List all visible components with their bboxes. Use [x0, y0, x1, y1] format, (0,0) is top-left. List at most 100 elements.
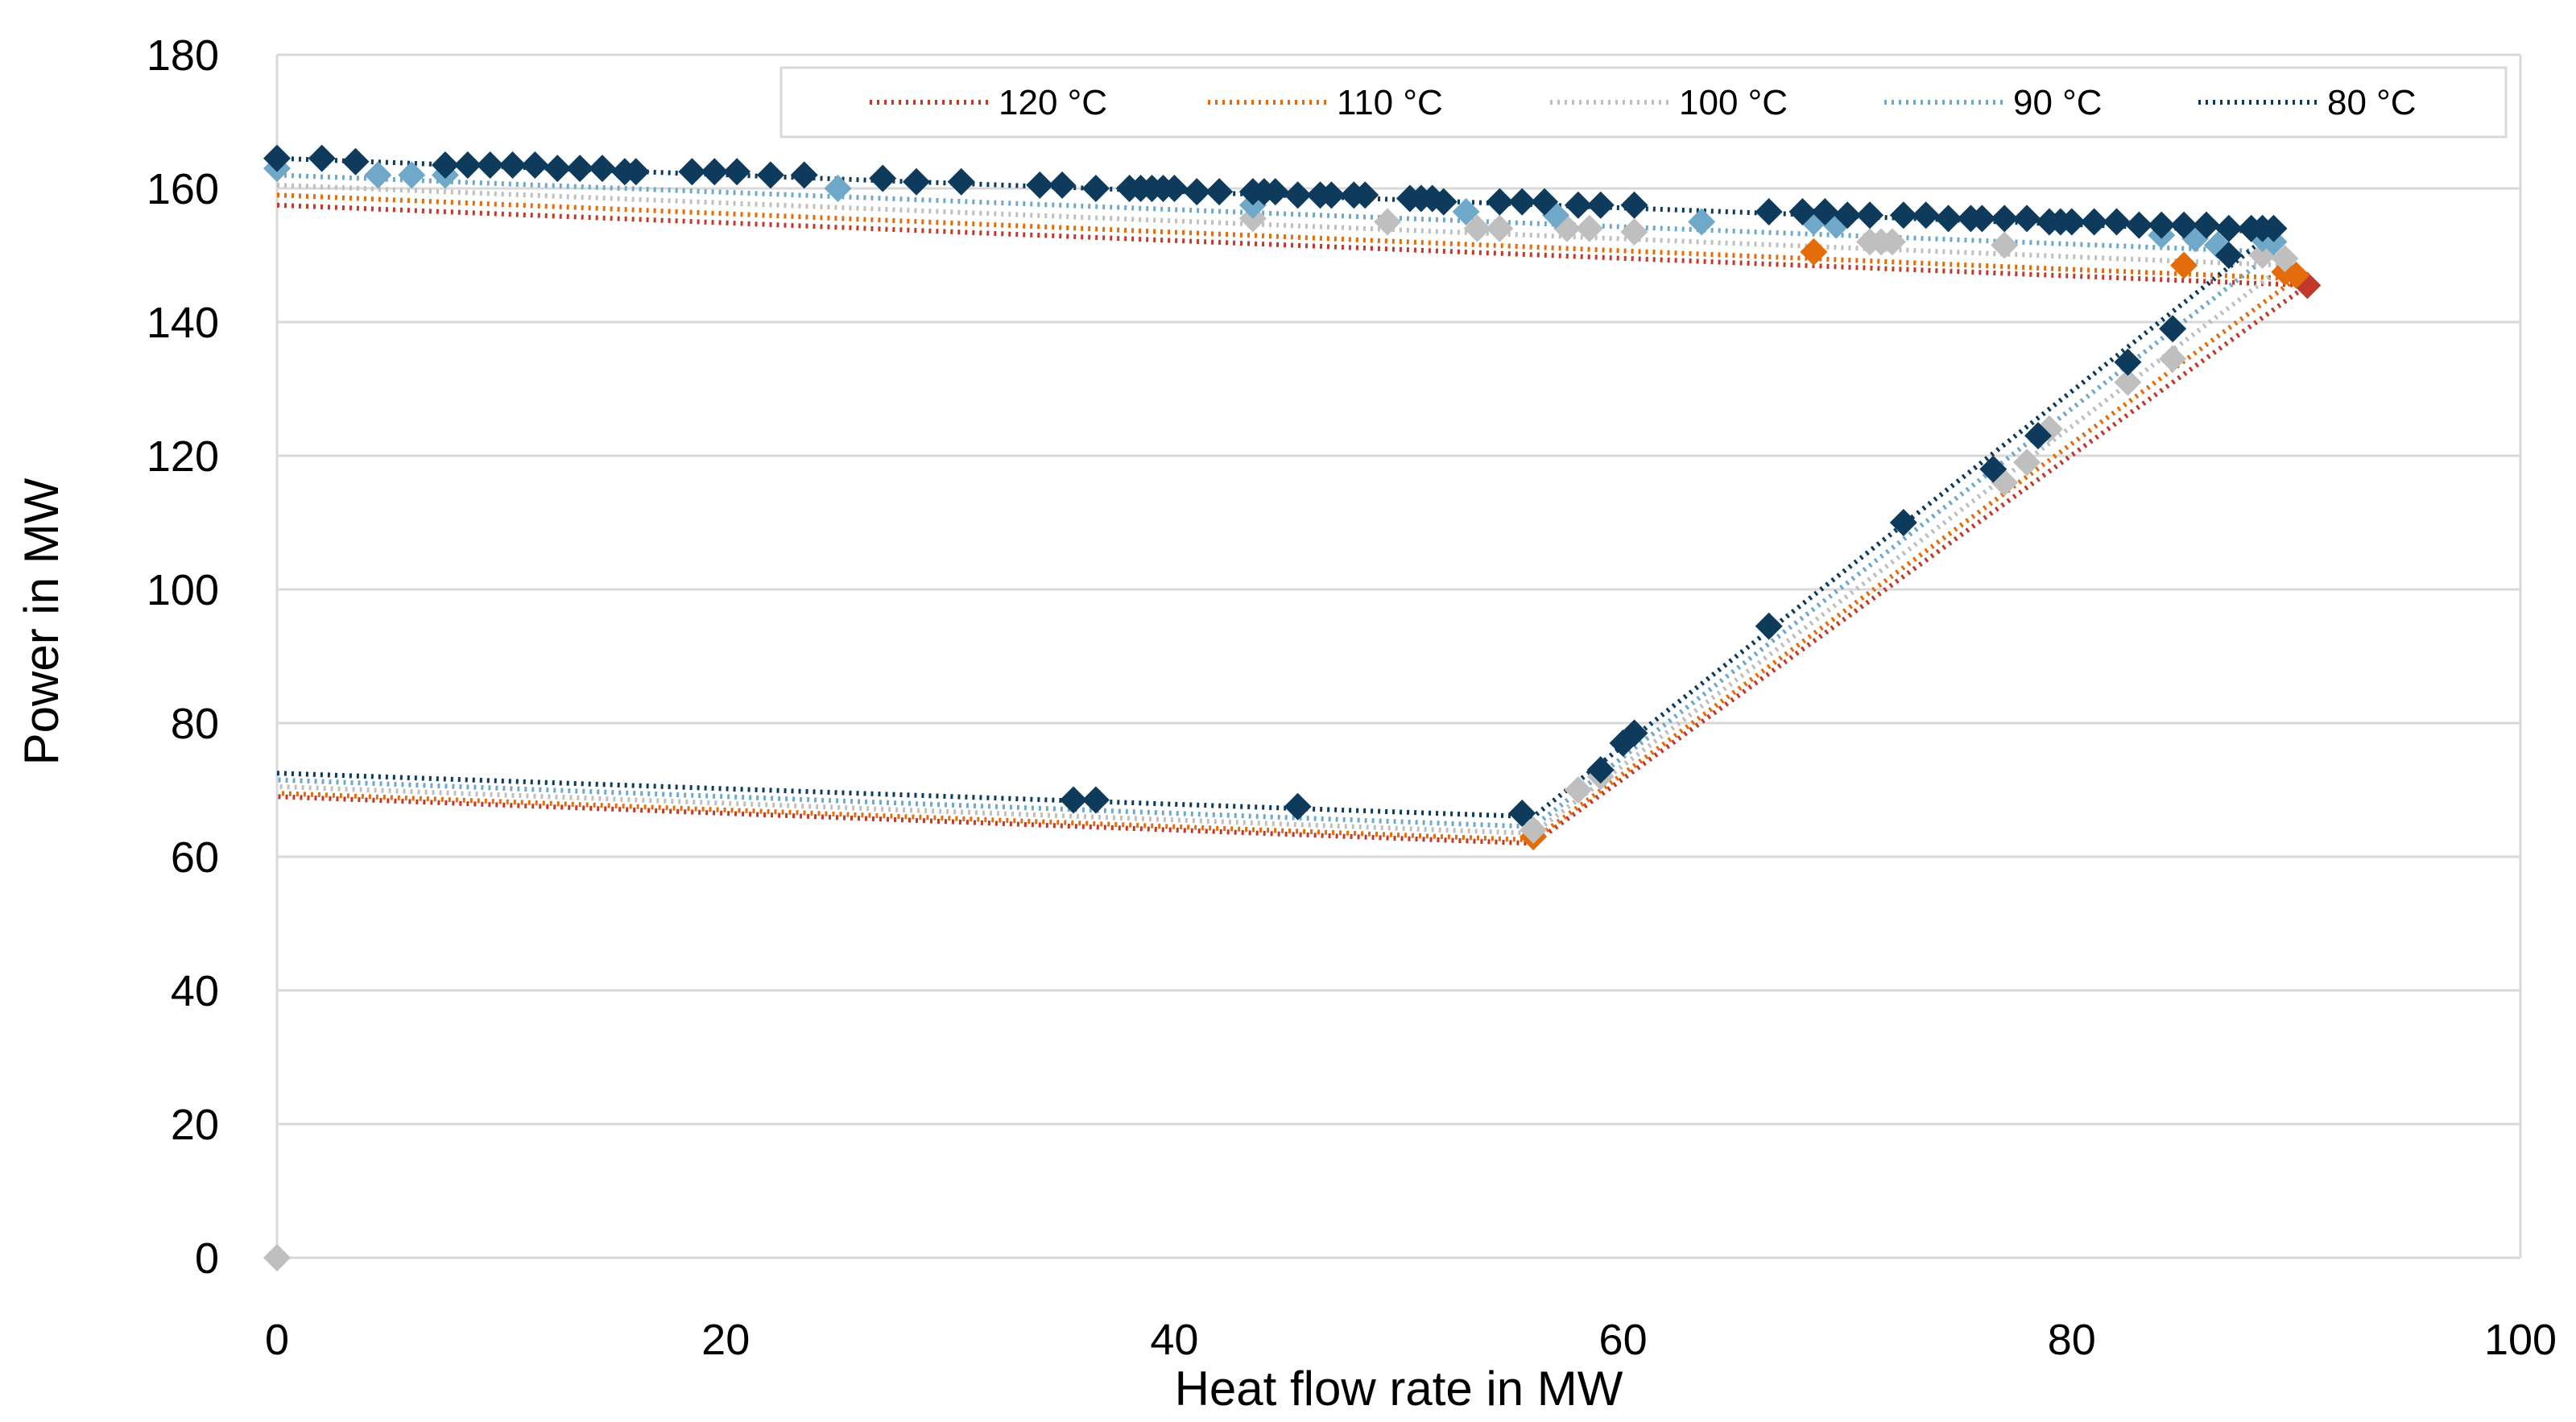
legend-label-100-c: 100 °C [1679, 83, 1788, 122]
point-100-c [1878, 228, 1906, 256]
y-tick-label: 40 [171, 967, 219, 1015]
y-tick-label: 20 [171, 1101, 219, 1149]
y-tick-label: 100 [147, 566, 219, 614]
point-100-c [1564, 776, 1592, 804]
legend-label-120-c: 120 °C [999, 83, 1107, 122]
legend-label-110-c: 110 °C [1337, 83, 1443, 122]
point-80-c [2057, 208, 2086, 236]
point-90-c [824, 175, 852, 202]
point-80-c [1811, 198, 1839, 226]
point-100-c [1991, 231, 2019, 259]
point-80-c [521, 151, 549, 179]
point-80-c [1856, 201, 1884, 229]
point-80-c [2125, 211, 2153, 239]
point-90-c [364, 161, 392, 189]
point-80-c [263, 144, 291, 172]
tick-labels: 0 20 40 60 80 100 120 140 160 180 0 20 40 60 80 100 [147, 31, 2557, 1364]
point-80-c [1586, 191, 1615, 219]
point-80-c [1586, 756, 1615, 784]
x-tick-label: 80 [2048, 1316, 2096, 1364]
point-80-c [1060, 786, 1088, 814]
point-80-c [2159, 315, 2187, 343]
point-80-c [2214, 242, 2243, 269]
point-90-c [1688, 208, 1716, 236]
point-80-c [476, 151, 504, 179]
y-tick-label: 120 [147, 432, 219, 481]
point-80-c [622, 158, 650, 186]
point-100-c [263, 1244, 291, 1271]
point-90-c [398, 161, 426, 189]
x-axis-title: Heat flow rate in MW [1175, 1362, 1623, 1416]
point-80-c [1351, 181, 1379, 209]
point-80-c [1508, 188, 1536, 216]
legend-label-80-c: 80 °C [2327, 83, 2417, 122]
point-80-c [1912, 201, 1940, 229]
trendline-110-c [276, 192, 2299, 843]
trendline-80-c [276, 155, 2276, 820]
point-80-c [1261, 178, 1289, 206]
point-80-c [2192, 211, 2220, 239]
point-80-c [903, 167, 931, 196]
point-80-c [1429, 188, 1458, 216]
point-80-c [1531, 188, 1559, 216]
point-80-c [1486, 188, 1514, 216]
point-80-c [869, 164, 897, 192]
data-points [263, 144, 2322, 1271]
point-80-c [1934, 205, 1962, 233]
point-80-c [1418, 184, 1446, 213]
point-80-c [2024, 422, 2053, 450]
point-80-c [1788, 198, 1817, 226]
point-80-c [341, 147, 370, 176]
point-100-c [1575, 214, 1603, 242]
x-tick-label: 40 [1150, 1316, 1198, 1364]
point-110-c [1800, 238, 1828, 266]
point-80-c [431, 151, 459, 179]
trendlines [276, 155, 2310, 846]
point-80-c [2170, 211, 2198, 239]
point-80-c [1968, 205, 1996, 233]
y-tick-label: 80 [171, 700, 219, 748]
trendline-120-c [276, 202, 2310, 846]
point-90-c [1452, 198, 1480, 226]
point-80-c [1026, 171, 1054, 199]
point-80-c [1048, 171, 1077, 199]
point-80-c [756, 161, 784, 189]
point-80-c [1834, 201, 1862, 229]
trendline-100-c [276, 182, 2288, 836]
point-100-c [1620, 217, 1648, 246]
point-100-c [1463, 214, 1491, 242]
point-80-c [1284, 792, 1312, 821]
point-80-c [498, 151, 527, 179]
point-80-c [1205, 178, 1234, 206]
point-80-c [308, 144, 336, 172]
x-tick-label: 100 [2484, 1316, 2557, 1364]
point-80-c [1620, 191, 1648, 219]
point-80-c [1979, 455, 2007, 483]
point-80-c [2114, 348, 2142, 376]
point-100-c [2159, 345, 2187, 373]
y-tick-label: 160 [147, 165, 219, 213]
point-80-c [2103, 208, 2131, 236]
y-axis-title: Power in MW [14, 477, 68, 765]
x-tick-label: 20 [701, 1316, 750, 1364]
point-80-c [790, 161, 818, 189]
point-80-c [1564, 191, 1592, 219]
point-80-c [1160, 175, 1189, 202]
point-80-c [1991, 205, 2019, 233]
y-tick-label: 60 [171, 833, 219, 882]
legend-label-90-c: 90 °C [2013, 83, 2103, 122]
point-110-c [2170, 251, 2198, 279]
gridlines [277, 53, 2520, 1126]
point-80-c [566, 155, 594, 183]
point-100-c [1520, 816, 1548, 844]
y-tick-label: 180 [147, 31, 219, 80]
point-80-c [678, 158, 706, 186]
point-80-c [1889, 201, 1917, 229]
point-80-c [2260, 214, 2288, 242]
point-80-c [1183, 178, 1211, 206]
point-100-c [2114, 368, 2142, 396]
point-80-c [1081, 786, 1110, 814]
point-80-c [544, 155, 572, 183]
point-80-c [1081, 175, 1110, 202]
